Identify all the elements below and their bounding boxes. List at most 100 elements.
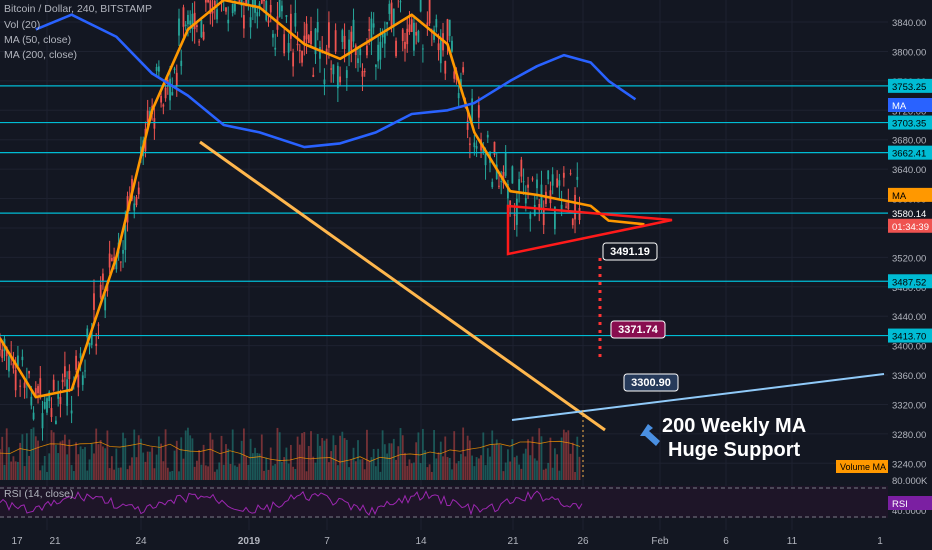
candle-body: [533, 205, 536, 216]
volume-bar: [361, 459, 364, 480]
volume-bar: [500, 445, 503, 480]
candle-body: [310, 30, 312, 45]
volume-bar: [332, 435, 335, 480]
volume-bar: [345, 439, 348, 480]
volume-bar: [39, 470, 42, 480]
candle-body: [388, 3, 391, 14]
ma50-tag: MA: [892, 191, 907, 202]
volume-bar: [413, 462, 415, 480]
volume-bar: [444, 436, 447, 480]
candle-body: [343, 35, 346, 49]
volume-bar: [383, 444, 386, 480]
candle-body: [379, 41, 382, 60]
volume-bar: [5, 428, 8, 480]
volume-bar: [446, 457, 449, 480]
volume-bar: [88, 459, 91, 480]
candle-body: [70, 410, 73, 414]
volume-bar: [164, 429, 167, 480]
price-tick-label: 3400.00: [892, 342, 926, 353]
candle-body: [345, 70, 348, 78]
volume-bar: [75, 442, 77, 480]
volume-bar: [247, 464, 250, 480]
candle-body: [204, 0, 207, 3]
volume-bar: [397, 446, 400, 480]
candle-body: [272, 33, 274, 38]
volume-bar: [451, 469, 453, 480]
candle-body: [180, 60, 183, 67]
volume-bar: [475, 457, 478, 480]
volume-bar: [119, 467, 122, 480]
volume-bar: [359, 459, 362, 480]
candle-body: [182, 7, 185, 27]
volume-bar: [251, 453, 254, 480]
candle-body: [330, 68, 333, 70]
volume-bar: [234, 465, 236, 480]
candle-body: [410, 19, 413, 32]
candle-body: [75, 355, 77, 370]
volume-bar: [137, 435, 140, 480]
volume-bar: [370, 457, 373, 480]
volume-bar: [191, 438, 194, 480]
candle-body: [265, 0, 268, 21]
volume-bar: [395, 459, 397, 480]
volume-bar: [162, 461, 165, 480]
candle-body: [124, 225, 127, 250]
volume-bar: [339, 435, 341, 480]
candle-body: [155, 66, 158, 71]
volume-bar: [204, 465, 207, 480]
candle-body: [348, 39, 350, 56]
volume-bar: [126, 469, 129, 480]
candle-body: [278, 0, 281, 17]
candle-body: [225, 7, 227, 12]
candle-body: [562, 172, 565, 178]
candle-body: [361, 70, 364, 77]
candle-body: [484, 154, 487, 166]
candle-body: [216, 9, 218, 20]
volume-bar: [3, 464, 6, 480]
volume-bar: [242, 428, 245, 480]
volume-bar: [245, 456, 248, 480]
volume-bar: [363, 469, 366, 480]
candle-body: [357, 58, 359, 64]
volume-bar: [435, 458, 438, 480]
volume-bar: [231, 429, 234, 480]
candle-body: [444, 61, 447, 74]
level-tag-3580-bg: [888, 206, 932, 221]
volume-bar: [531, 436, 534, 480]
volume-bar: [554, 448, 556, 480]
candle-body: [34, 388, 37, 397]
price-tick-label: 3240.00: [892, 459, 926, 470]
candle-body: [52, 379, 55, 391]
volume-bar: [106, 430, 109, 480]
candle-body: [32, 412, 35, 420]
volume-bar: [287, 463, 290, 480]
volume-bar: [171, 470, 174, 480]
candle-body: [81, 375, 84, 385]
candle-body: [153, 118, 156, 129]
volume-bar: [433, 430, 435, 480]
volume-bar: [84, 447, 86, 480]
candle-body: [191, 13, 194, 30]
candle-body: [578, 207, 581, 220]
volume-bar: [303, 431, 306, 480]
volume-bar: [368, 460, 371, 480]
volume-bar: [524, 448, 527, 480]
candle-body: [30, 396, 33, 406]
volume-bar: [34, 436, 37, 480]
candle-body: [448, 19, 451, 36]
candle-body: [193, 12, 196, 30]
volume-bar: [216, 469, 218, 480]
candle-body: [267, 20, 270, 23]
volume-bar: [442, 456, 444, 480]
volume-bar: [198, 450, 201, 480]
candle-body: [256, 12, 259, 17]
volume-bar: [386, 453, 388, 480]
volume-bar: [415, 442, 418, 480]
volume-bar: [574, 471, 576, 480]
volume-bar: [330, 451, 333, 480]
candle-body: [133, 203, 136, 211]
price-tick-label: 3800.00: [892, 47, 926, 58]
candle-body: [399, 1, 402, 3]
